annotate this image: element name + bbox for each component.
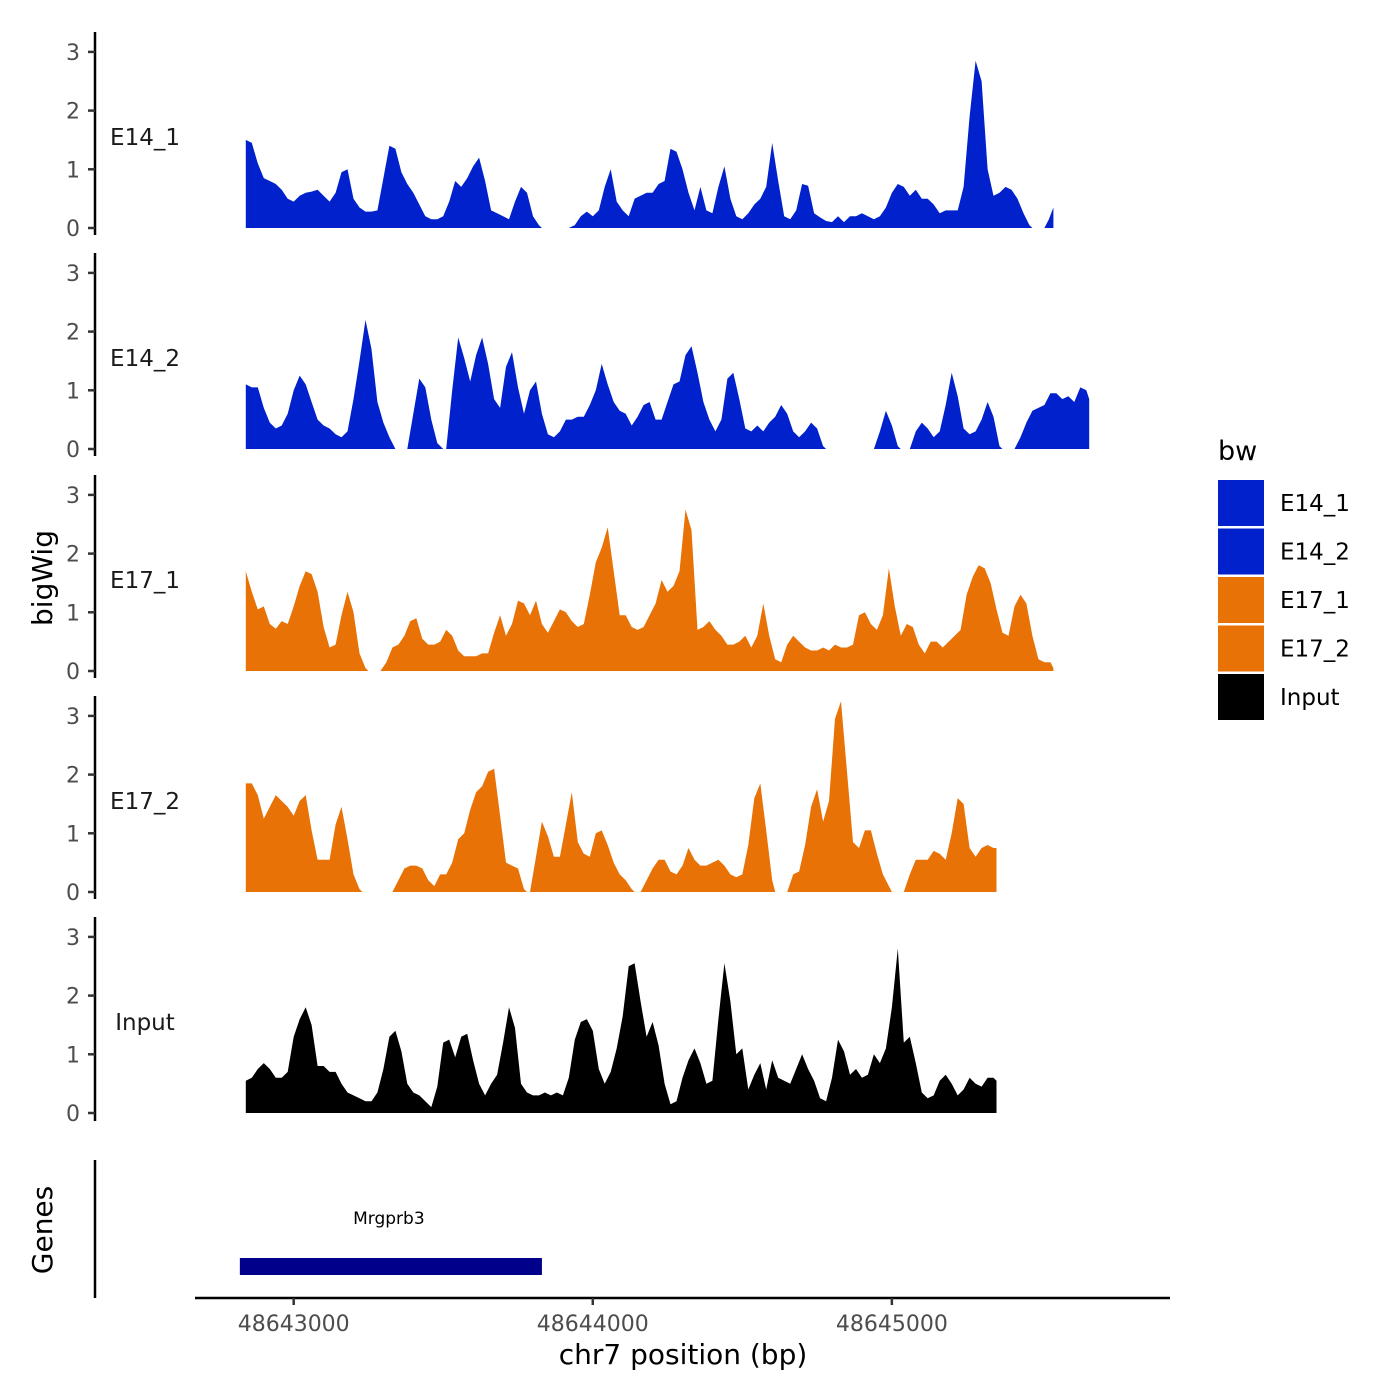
x-axis-title: chr7 position (bp): [559, 1338, 808, 1371]
y-tick-label: 2: [66, 985, 80, 1010]
legend-title: bw: [1218, 436, 1257, 467]
legend: bw E14_1 E14_2 E17_1 E17_2 Input: [1218, 436, 1350, 720]
legend-key-e14-2: [1218, 528, 1264, 575]
track-input: 0 1 2 3 Input: [66, 917, 997, 1127]
y-tick-label: 3: [66, 705, 80, 730]
y-tick-label: 2: [66, 100, 80, 125]
x-tick-label: 48644000: [537, 1312, 649, 1337]
y-tick-label: 0: [66, 1102, 80, 1127]
area-e14-1-segment-3: [1044, 207, 1054, 228]
area-e17-2-segment-1: [245, 783, 363, 892]
genes-axis-title: Genes: [26, 1186, 59, 1274]
track-e14-2: 0 1 2 3 E14_2: [66, 253, 1090, 463]
y-tick-label: 1: [66, 158, 80, 183]
y-tick-label: 3: [66, 484, 80, 509]
y-tick-label: 0: [66, 217, 80, 242]
x-tick-label: 48643000: [238, 1312, 350, 1337]
coverage-tracks: 0 1 2 3 E14_1 0 1 2 3 E14_2 0 1 2 3 E17_1 0 1 2 3 E17_2 0 1 2 3…: [66, 32, 1090, 1127]
area-e14-1-segment-1: [245, 139, 542, 228]
track-e14-1: 0 1 2 3 E14_1: [66, 32, 1054, 242]
legend-key-input: [1218, 674, 1264, 720]
y-tick-label: 1: [66, 822, 80, 847]
track-label-e17-2: E17_2: [110, 789, 180, 815]
area-e17-2-segment-3: [530, 792, 635, 892]
gene-mrgprb3: [239, 1258, 542, 1275]
track-label-e17-1: E17_1: [110, 568, 180, 594]
track-label-input: Input: [115, 1010, 175, 1036]
legend-label-input: Input: [1280, 685, 1340, 711]
legend-key-e17-2: [1218, 625, 1264, 672]
area-e17-2-segment-4: [640, 783, 776, 892]
y-tick-label: 1: [66, 601, 80, 626]
y-tick-label: 3: [66, 262, 80, 287]
track-e17-2: 0 1 2 3 E17_2: [66, 696, 997, 906]
legend-key-e14-1: [1218, 480, 1264, 526]
y-tick-label: 0: [66, 438, 80, 463]
y-tick-label: 0: [66, 881, 80, 906]
y-tick-label: 1: [66, 1043, 80, 1068]
y-tick-label: 0: [66, 660, 80, 685]
x-axis: 48643000 48644000 48645000: [195, 1296, 1170, 1337]
y-tick-label: 3: [66, 41, 80, 66]
genes-panel: Genes Mrgprb3: [26, 1160, 542, 1298]
area-e14-1-segment-2: [568, 60, 1033, 229]
area-e17-2-segment-5: [787, 701, 892, 892]
area-e17-2-segment-2: [392, 768, 527, 892]
y-tick-label: 1: [66, 379, 80, 404]
area-input-segment-1: [245, 948, 997, 1113]
legend-label-e17-2: E17_2: [1280, 637, 1350, 663]
track-label-e14-2: E14_2: [110, 346, 180, 372]
area-e17-2-segment-6: [903, 798, 997, 892]
legend-label-e14-2: E14_2: [1280, 540, 1350, 566]
gene-label-mrgprb3: Mrgprb3: [353, 1209, 425, 1229]
track-label-e14-1: E14_1: [110, 125, 180, 151]
x-tick-label: 48645000: [836, 1312, 948, 1337]
area-e14-2-segment-1: [245, 319, 396, 449]
y-tick-label: 2: [66, 543, 80, 568]
area-e17-1-segment-1: [245, 571, 369, 671]
area-e14-2-segment-3: [446, 337, 827, 449]
area-e17-1-segment-2: [380, 509, 1054, 671]
legend-label-e14-1: E14_1: [1280, 491, 1350, 517]
y-tick-label: 3: [66, 926, 80, 951]
area-e14-2-segment-2: [407, 378, 444, 449]
track-e17-1: 0 1 2 3 E17_1: [66, 475, 1054, 685]
y-axis-title: bigWig: [26, 530, 59, 626]
legend-key-e17-1: [1218, 577, 1264, 623]
area-e14-2-segment-4: [873, 410, 901, 449]
y-tick-label: 2: [66, 764, 80, 789]
y-tick-label: 2: [66, 321, 80, 346]
legend-label-e17-1: E17_1: [1280, 588, 1350, 614]
area-e14-2-segment-6: [1014, 387, 1090, 449]
area-e14-2-segment-5: [909, 372, 1003, 449]
